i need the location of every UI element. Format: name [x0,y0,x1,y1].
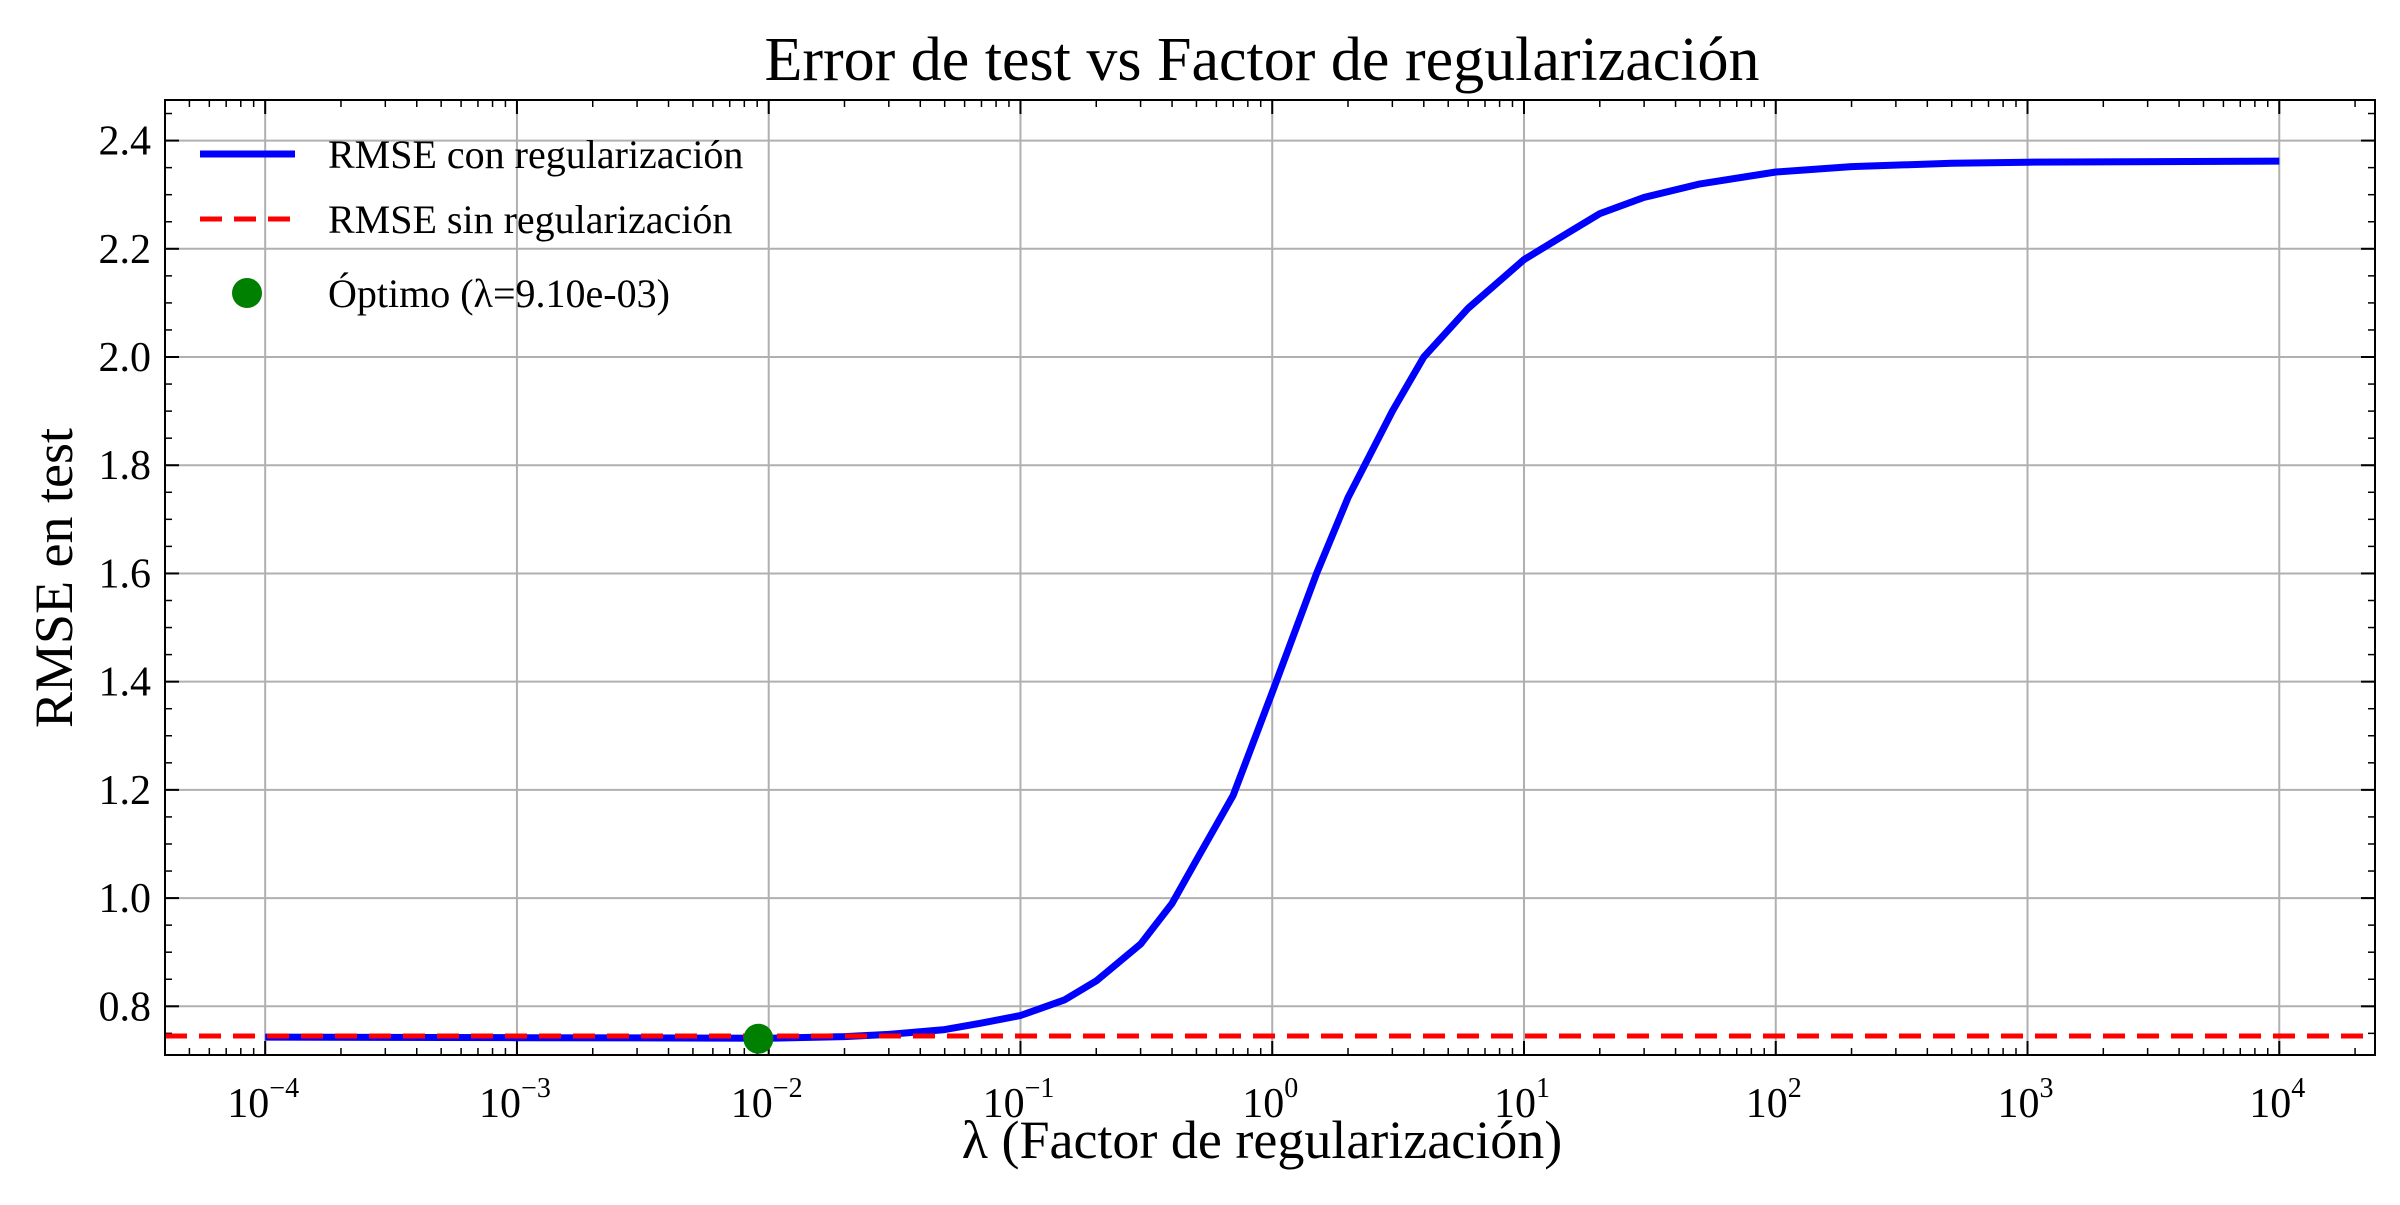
series-line-con-regularizacion [265,157,2280,1042]
y-tick-label: 1.6 [99,551,152,597]
y-tick-label: 2.2 [99,227,152,273]
optimum-point [743,1023,774,1054]
y-tick-label: 1.2 [99,768,152,814]
y-tick-label: 1.4 [99,660,152,706]
legend-label-con: RMSE con regularización [328,132,743,177]
y-tick-label: 0.8 [99,984,152,1030]
x-tick-label: 104 [2249,1073,2305,1127]
x-tick-labels: 10−4 10−3 10−2 10−1 100 101 102 103 104 [227,1073,2305,1127]
x-tick-label: 100 [1242,1073,1298,1127]
x-tick-label: 103 [1998,1073,2054,1127]
major-ticks [165,100,2375,1055]
x-tick-label: 10−4 [227,1073,299,1127]
minor-ticks [165,100,2375,1055]
x-tick-label: 102 [1746,1073,1802,1127]
legend-swatch-optimo [232,278,262,308]
x-tick-label: 10−2 [731,1073,803,1127]
legend: RMSE con regularización RMSE sin regular… [200,132,743,316]
legend-label-sin: RMSE sin regularización [328,197,732,242]
x-tick-label: 10−3 [479,1073,551,1127]
x-tick-label: 101 [1494,1073,1550,1127]
series [165,157,2375,1054]
x-axis-label: λ (Factor de regularización) [962,1110,1562,1170]
y-tick-label: 2.0 [99,335,152,381]
legend-label-optimo: Óptimo (λ=9.10e-03) [328,271,670,316]
y-tick-label: 2.4 [99,119,152,165]
y-tick-label: 1.8 [99,443,152,489]
x-tick-label: 10−1 [983,1073,1055,1127]
y-tick-label: 1.0 [99,876,152,922]
grid [165,100,2375,1055]
y-tick-labels: 0.8 1.0 1.2 1.4 1.6 1.8 2.0 2.2 2.4 [99,119,152,1031]
y-axis-label: RMSE en test [24,428,84,728]
chart-title: Error de test vs Factor de regularizació… [764,26,1759,94]
plot-frame [164,99,2376,1056]
